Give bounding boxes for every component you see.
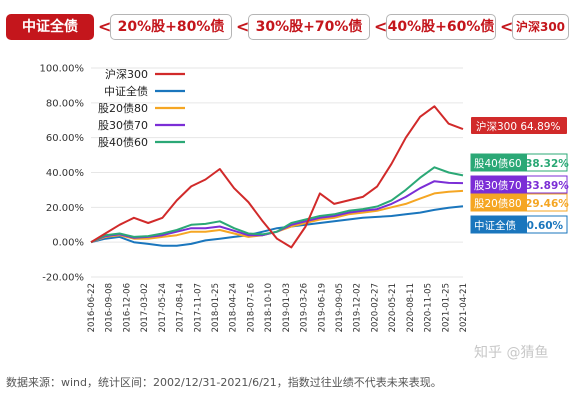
y-tick-label: 100.00% xyxy=(40,64,85,75)
x-tick-label: 2020-08-11 xyxy=(406,283,416,332)
series-line xyxy=(90,105,464,249)
chevron-left-icon: < xyxy=(236,17,250,36)
chart-gridlines xyxy=(91,67,463,278)
x-tick-label: 2021-01-25 xyxy=(441,283,451,332)
x-tick-label: 2018-07-16 xyxy=(246,283,256,332)
legend-entry: 股30债70 xyxy=(98,118,148,132)
tab-csi300[interactable]: 沪深300 xyxy=(512,14,569,40)
end-label-box xyxy=(471,117,567,134)
x-tick-label: 2017-05-24 xyxy=(158,283,168,332)
tab-40-stock-60-bond[interactable]: 40%股+60%债 xyxy=(386,14,496,40)
legend-entry: 股20债80 xyxy=(98,101,148,115)
x-tick-label: 2020-02-27 xyxy=(370,283,380,332)
legend-entry: 股40债60 xyxy=(98,135,148,149)
y-tick-label: 80.00% xyxy=(46,98,84,109)
legend-entry: 沪深300 xyxy=(105,67,148,81)
chevron-left-icon: < xyxy=(374,17,388,36)
x-tick-label: 2018-10-10 xyxy=(264,283,274,332)
x-tick-label: 2016-06-22 xyxy=(87,283,97,332)
y-tick-label: 40.00% xyxy=(46,168,84,179)
x-tick-label: 2020-05-21 xyxy=(388,283,398,332)
end-label-name-box xyxy=(471,216,527,233)
series-line xyxy=(90,205,464,247)
x-tick-label: 2019-12-02 xyxy=(353,283,363,332)
end-value-labels: 沪深300 64.89% 股40债60 38.32% 股30债70 33.89% 股2… xyxy=(470,117,569,234)
end-label-name-box xyxy=(471,194,527,211)
end-label-name-box xyxy=(471,176,527,193)
x-tick-label: 2018-01-25 xyxy=(211,283,221,332)
x-tick-label: 2017-11-07 xyxy=(193,283,203,332)
y-tick-label: 0.00% xyxy=(52,238,84,249)
tab-20-stock-80-bond[interactable]: 20%股+80%债 xyxy=(110,14,232,40)
x-axis: 2016-06-22 2016-09-08 2016-12-06 2017-03-02… xyxy=(87,283,469,332)
x-tick-label: 2017-03-02 xyxy=(140,283,150,332)
tab-30-stock-70-bond[interactable]: 30%股+70%债 xyxy=(248,14,370,40)
y-tick-label: 20.00% xyxy=(46,203,84,214)
y-axis: 100.00% 80.00% 60.00% 40.00% 20.00% 0.00% -20.… xyxy=(40,64,85,284)
series-lines xyxy=(90,105,464,249)
end-label: 股40债60 38.32% xyxy=(474,157,569,170)
performance-line-chart: 100.00% 80.00% 60.00% 40.00% 20.00% 0.00% -20.… xyxy=(40,64,570,333)
watermark: 知乎 @猜鱼 xyxy=(474,345,549,361)
series-line xyxy=(90,180,464,244)
legend-entry: 中证全债 xyxy=(104,84,148,98)
x-tick-label: 2017-08-14 xyxy=(176,283,186,332)
x-tick-label: 2019-09-05 xyxy=(335,283,345,332)
x-tick-label: 2019-03-26 xyxy=(300,283,310,332)
end-label: 股30债70 33.89% xyxy=(474,179,569,192)
data-source-note: 数据来源：wind，统计区间：2002/12/31-2021/6/21，指数过往… xyxy=(6,376,442,389)
x-tick-label: 2016-09-08 xyxy=(105,283,115,332)
x-tick-label: 2020-11-05 xyxy=(424,283,434,332)
x-tick-label: 2021-04-21 xyxy=(459,283,469,332)
x-tick-label: 2018-04-24 xyxy=(229,283,239,332)
tab-bond-index[interactable]: 中证全债 xyxy=(6,14,94,40)
x-tick-label: 2019-06-19 xyxy=(317,283,327,332)
chevron-left-icon: < xyxy=(500,17,514,36)
y-tick-label: -20.00% xyxy=(42,273,84,284)
series-line xyxy=(90,166,464,244)
end-label: 沪深300 64.89% xyxy=(476,120,560,133)
x-tick-label: 2016-12-06 xyxy=(122,283,132,332)
chevron-left-icon: < xyxy=(98,17,112,36)
x-tick-label: 2019-01-03 xyxy=(282,283,292,332)
end-label-name-box xyxy=(471,154,527,171)
end-label: 中证全债 20.60% xyxy=(474,219,564,232)
y-tick-label: 60.00% xyxy=(46,133,84,144)
series-line xyxy=(90,189,464,244)
end-label: 股20债80 29.46% xyxy=(474,197,569,210)
index-tab-bar: 中证全债 < 20%股+80%债 < 30%股+70%债 < 40%股+60%债… xyxy=(6,14,569,42)
